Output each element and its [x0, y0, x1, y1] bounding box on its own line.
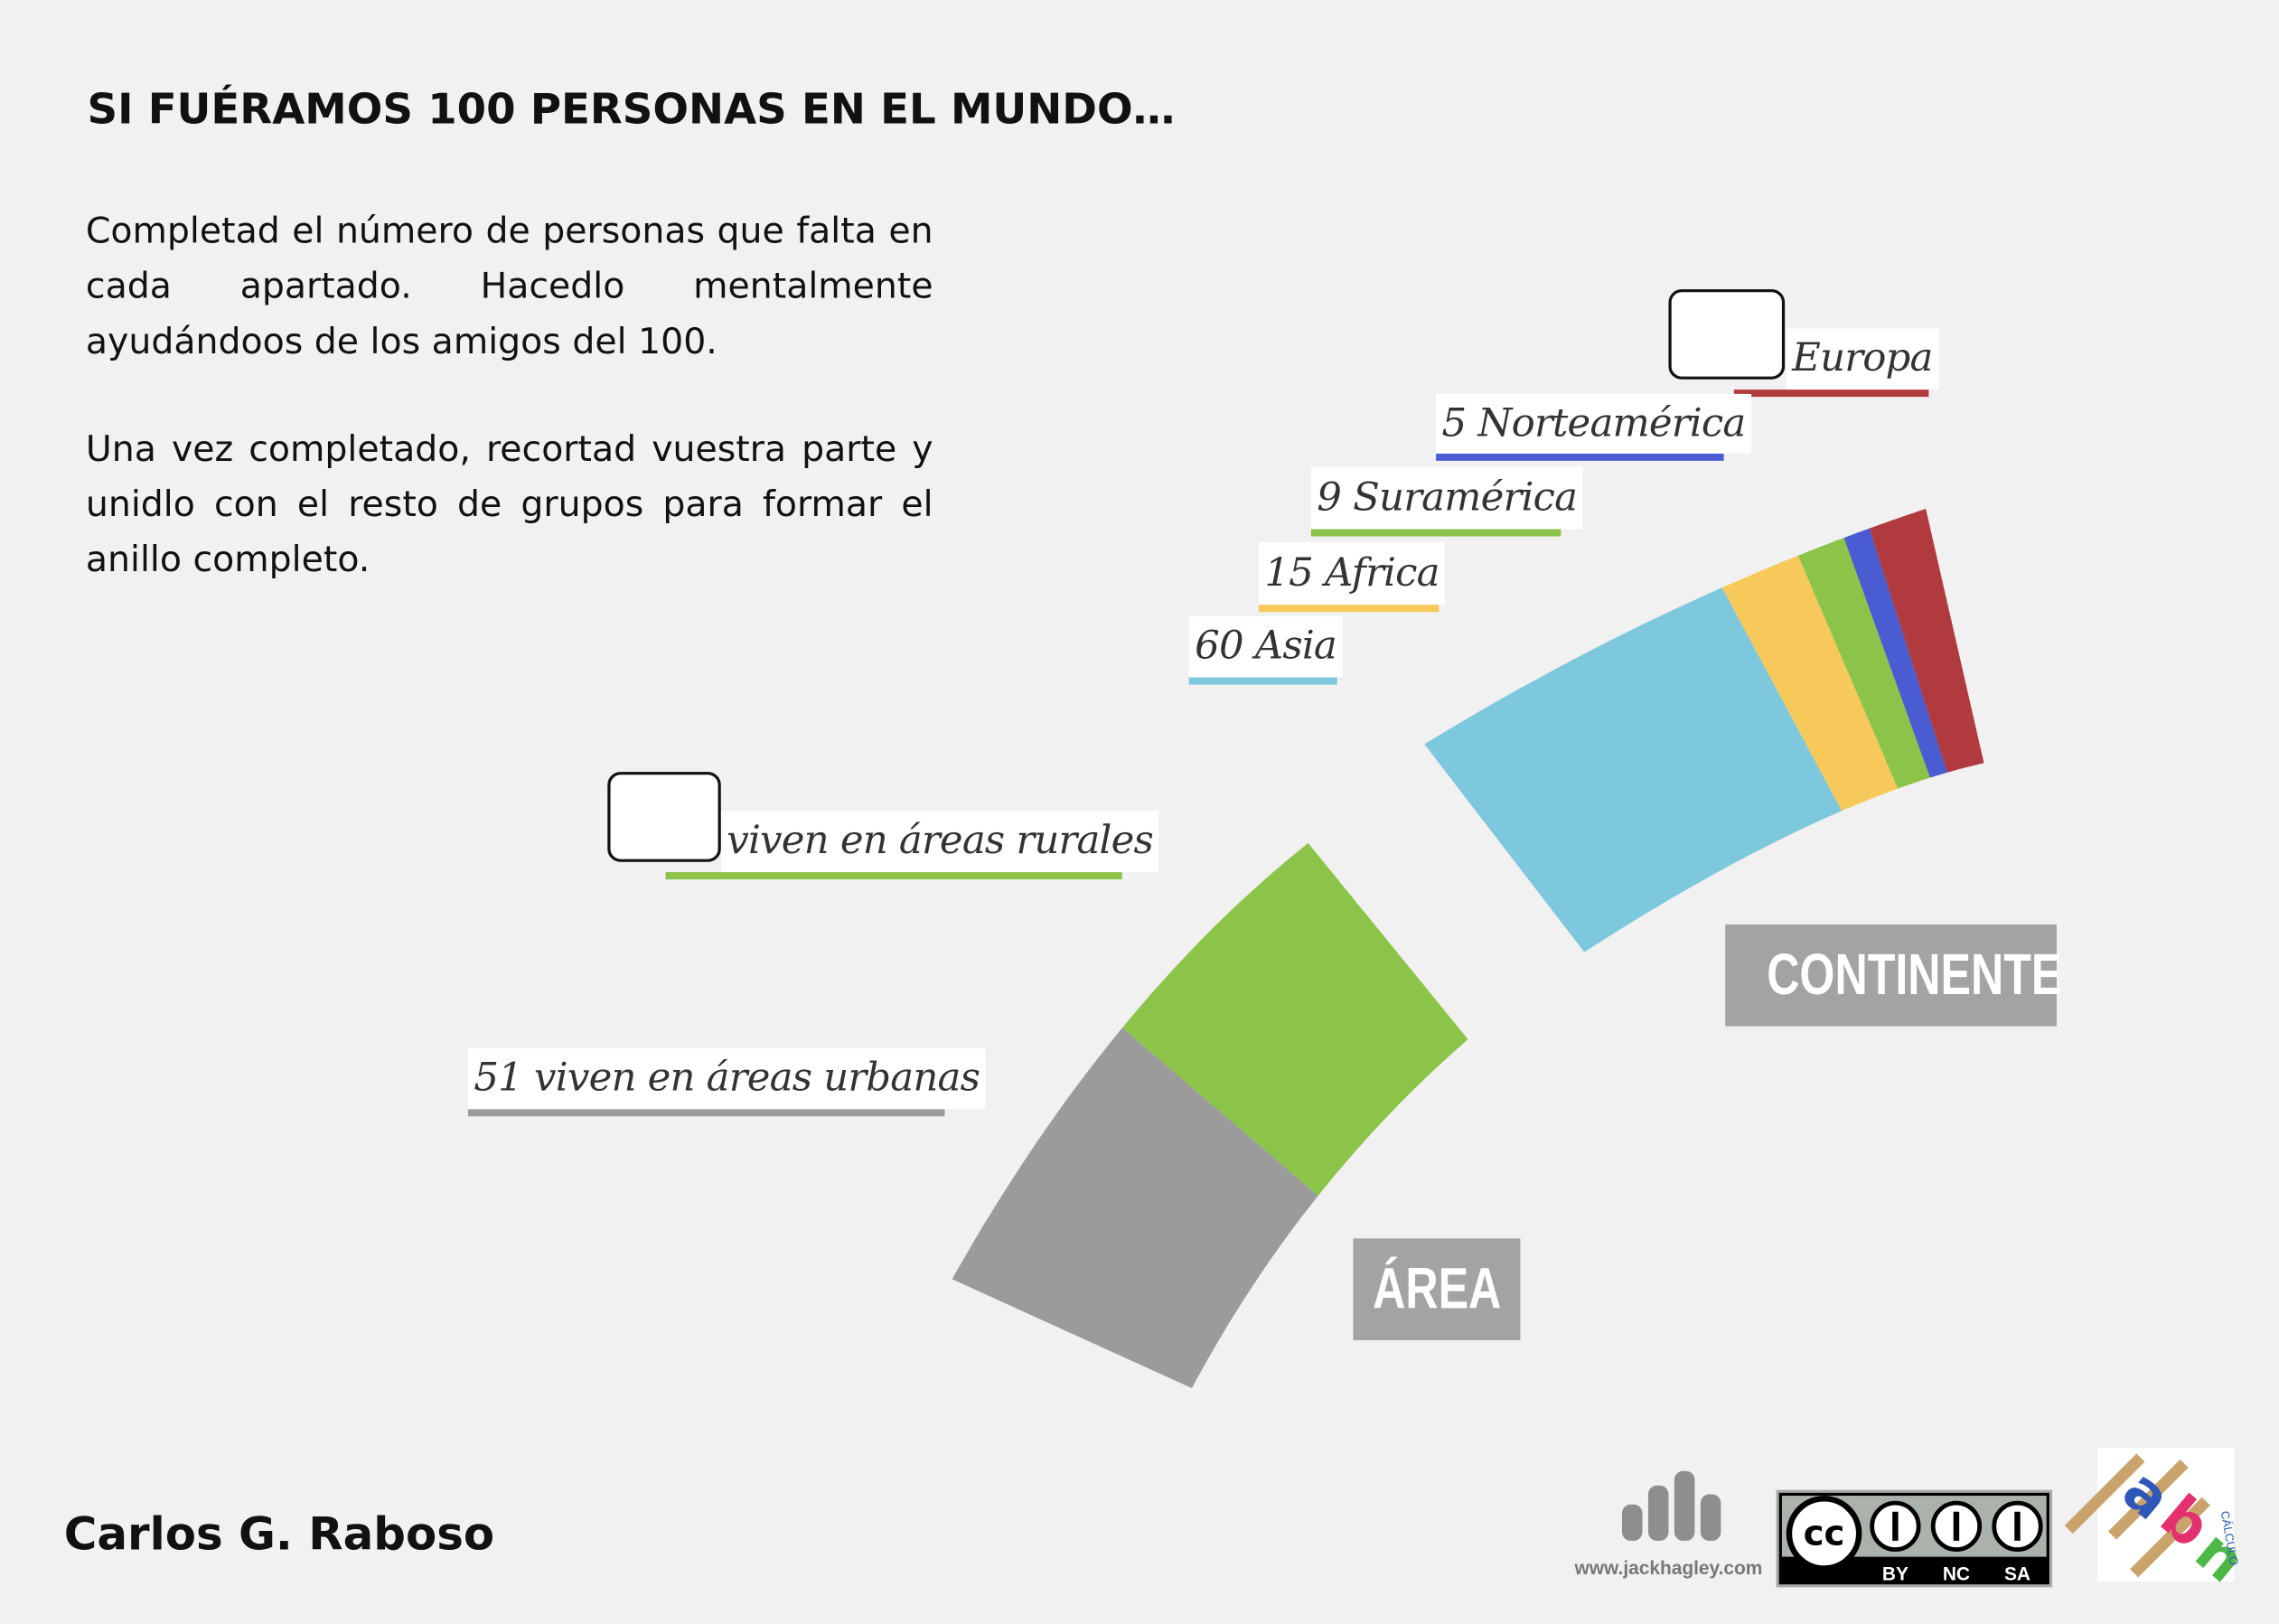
logo-bar — [1674, 1470, 1695, 1541]
label-underline — [1733, 390, 1929, 398]
cc-term: BY — [1882, 1563, 1909, 1584]
segment-label: 5 Norteamérica — [1436, 393, 1751, 454]
label-underline — [1188, 677, 1337, 685]
logo-bar — [1647, 1485, 1669, 1541]
abn-stick — [2108, 1459, 2189, 1540]
logo-bar — [1621, 1504, 1643, 1541]
instruction: Completad el número de personas que falt… — [85, 209, 933, 362]
segment-label: 51 viven en áreas urbanas — [467, 1047, 986, 1110]
logo-bar — [1700, 1494, 1721, 1541]
segment-label: viven en áreas rurales — [720, 811, 1159, 873]
ring-segment — [1869, 508, 1984, 773]
label-name: Africa — [1324, 550, 1440, 596]
cc-term: NC — [1943, 1563, 1970, 1584]
author: Carlos G. Raboso — [63, 1508, 495, 1562]
segment-label: 60 Asia — [1188, 615, 1343, 678]
tag-text: ÁREA — [1372, 1257, 1502, 1322]
logo-site: www.jackhagley.com — [1574, 1558, 1763, 1579]
label-underline — [1436, 453, 1724, 461]
label-name: viven en áreas urbanas — [534, 1055, 980, 1101]
continent-tag: CONTINENTE — [1725, 924, 2061, 1027]
title: SI FUÉRAMOS 100 PERSONAS EN EL MUNDO… — [87, 84, 1176, 134]
answer-box — [1668, 289, 1786, 380]
label-value: 60 — [1195, 624, 1243, 669]
instruction: Una vez completado, recortad vuestra par… — [85, 427, 933, 580]
abn-stick — [2064, 1453, 2145, 1535]
ring-segment — [952, 1028, 1318, 1389]
cc-text: cc — [1804, 1514, 1845, 1554]
cc-circle — [1786, 1496, 1862, 1572]
segment-label: 9 Suramérica — [1310, 466, 1583, 530]
segment-label: Europa — [1786, 328, 1939, 390]
tag-text: CONTINENTE — [1767, 943, 2062, 1008]
label-value: 15 — [1264, 550, 1313, 596]
label-name: Norteamérica — [1477, 400, 1746, 446]
label-value: 51 — [474, 1055, 523, 1101]
label-underline — [665, 872, 1122, 880]
label-underline — [1258, 605, 1440, 613]
label-underline — [467, 1109, 945, 1117]
label-underline — [1310, 529, 1562, 537]
ring-segment — [1843, 528, 1947, 778]
answer-box — [607, 772, 721, 862]
label-name: viven en áreas rurales — [727, 818, 1154, 864]
segment-label: 15 Africa — [1258, 541, 1446, 605]
label-value: 5 — [1441, 400, 1468, 446]
abn-stick — [2130, 1497, 2210, 1578]
area-tag: ÁREA — [1353, 1238, 1521, 1340]
ring-segment — [1797, 538, 1930, 789]
cc-term: SA — [2004, 1563, 2030, 1584]
ring-segment — [1122, 842, 1468, 1197]
label-value: 9 — [1317, 474, 1342, 521]
label-name: Europa — [1792, 335, 1933, 381]
ring-segment — [1424, 587, 1843, 953]
label-name: Suramérica — [1353, 474, 1578, 521]
label-name: Asia — [1254, 624, 1337, 669]
ring-segment — [1721, 555, 1899, 812]
